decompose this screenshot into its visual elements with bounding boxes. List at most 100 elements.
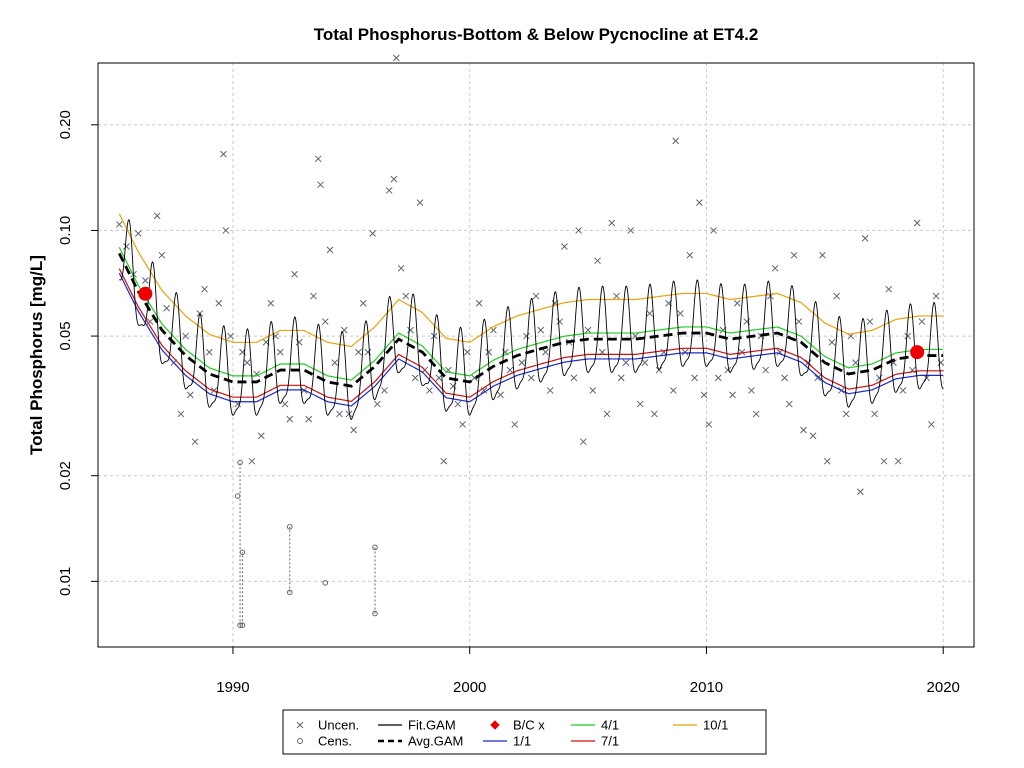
uncensored-point [258, 432, 265, 440]
uncensored-point [186, 391, 194, 399]
uncensored-point [191, 438, 199, 446]
legend-cens-symbol [297, 738, 303, 744]
uncensored-point [809, 432, 817, 440]
uncensored-point [385, 187, 393, 194]
uncensored-point [828, 338, 836, 346]
uncensored-point [622, 359, 630, 366]
uncensored-point [291, 270, 298, 278]
uncensored-point [527, 374, 535, 382]
uncensored-point [227, 332, 234, 340]
uncensored-point [182, 332, 189, 340]
uncensored-point [852, 359, 859, 366]
uncensored-point [331, 359, 339, 366]
uncensored-point [651, 410, 658, 418]
y-tick-label: 0.10 [57, 216, 74, 245]
uncensored-point [875, 374, 883, 382]
uncensored-point [733, 299, 741, 307]
y-tick-label: 0.01 [57, 567, 74, 596]
legend-uncen-label: Uncen. [318, 718, 359, 733]
uncensored-point [800, 426, 807, 434]
uncensored-point [748, 387, 755, 394]
series-4-1 [118, 247, 944, 381]
uncensored-point [305, 415, 313, 423]
uncensored-point [435, 374, 443, 382]
censored-point [286, 589, 293, 596]
uncensored-point [286, 415, 294, 423]
uncensored-point [416, 199, 424, 206]
bc-point [138, 286, 153, 301]
legend-avg-gam-label: Avg.GAM [408, 734, 463, 749]
uncensored-point [880, 457, 888, 465]
x-tick-label: 2010 [690, 679, 723, 696]
uncensored-point [579, 438, 587, 446]
uncensored-point [115, 221, 123, 228]
plot-frame [97, 62, 975, 648]
uncensored-point [314, 155, 322, 163]
x-tick-label: 2000 [453, 679, 486, 696]
y-tick-label: 0.20 [57, 110, 74, 139]
uncensored-point [532, 292, 540, 300]
uncensored-point [350, 426, 358, 434]
uncensored-point [904, 332, 912, 340]
uncensored-point [556, 318, 564, 325]
uncensored-point [871, 410, 878, 418]
uncensored-point [738, 348, 746, 356]
uncensored-point [705, 421, 713, 428]
x-axis: 1990 2000 2010 2020 [216, 646, 960, 696]
legend-cens-label: Cens. [318, 734, 352, 749]
uncensored-point [459, 421, 466, 428]
censored-point [237, 459, 243, 466]
grid [98, 63, 974, 647]
uncensored-point [781, 374, 788, 382]
legend-box [282, 709, 767, 755]
uncensored-point [390, 175, 398, 183]
uncensored-point [374, 400, 381, 408]
uncensored-point [655, 366, 663, 374]
uncensored-point [321, 318, 329, 325]
uncensored-point [714, 374, 722, 382]
series-10-1 [118, 213, 944, 348]
uncensored-point [584, 326, 592, 334]
uncensored-point [729, 391, 736, 399]
censored-point [286, 524, 293, 530]
uncensored-point [426, 387, 433, 394]
uncensored-point [381, 387, 388, 394]
uncensored-point [222, 227, 230, 234]
uncensored-point [153, 212, 161, 220]
uncensored-point [866, 318, 874, 325]
legend-b-c-x-label: B/C x [513, 718, 545, 733]
uncensored-point [134, 230, 142, 237]
uncensored-point [762, 366, 770, 374]
uncensored-point [672, 137, 680, 145]
uncensored-point [355, 348, 362, 356]
uncensored-point [281, 400, 289, 408]
uncensored-point [785, 400, 793, 408]
censored-point [372, 544, 378, 551]
uncensored-point [326, 246, 334, 254]
series-1-1 [118, 272, 944, 407]
uncensored-point [594, 257, 601, 265]
uncensored-point [932, 292, 940, 300]
uncensored-point [842, 410, 850, 418]
uncensored-point [669, 387, 677, 394]
uncensored-point [913, 219, 921, 227]
uncensored-point [248, 457, 256, 465]
uncensored-point [220, 150, 227, 158]
y-axis: 0.01 0.02 0.05 0.10 0.20 [57, 110, 99, 596]
uncensored-point [454, 400, 462, 408]
uncensored-point [317, 181, 324, 189]
uncensored-point [646, 310, 653, 317]
uncensored-point [795, 318, 803, 325]
legend-1-1-label: 1/1 [513, 734, 531, 749]
legend-10-1-label: 10/1 [703, 718, 728, 733]
censored-point [234, 493, 241, 499]
series-fit-gam [119, 219, 944, 420]
uncensored-point [617, 374, 625, 382]
bc-point [910, 345, 925, 360]
uncensored-point [497, 391, 504, 399]
uncensored-point [627, 227, 635, 234]
series-avg-gam [118, 252, 944, 388]
uncensored-point [833, 292, 841, 300]
legend-4-1-label: 4/1 [601, 718, 619, 733]
